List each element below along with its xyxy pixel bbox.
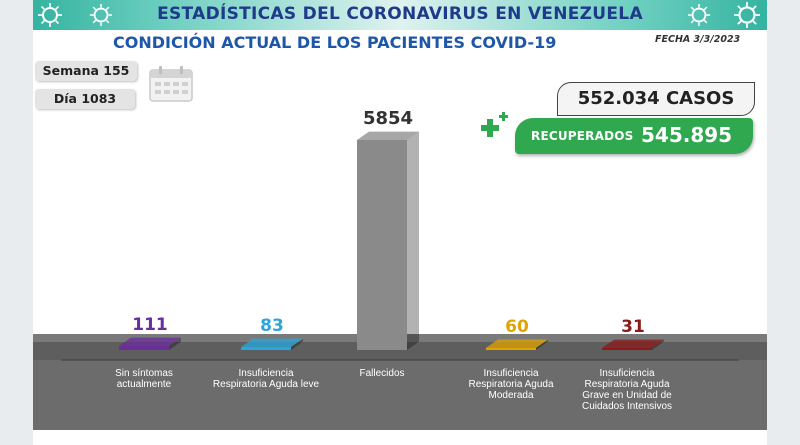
label-panel: [33, 360, 767, 430]
day-counter: Día 1083: [35, 89, 135, 109]
bar-top: [357, 131, 419, 140]
bar-value-label: 31: [621, 317, 645, 337]
report-date: FECHA 3/3/2023: [655, 34, 741, 45]
category-label: Fallecidos: [359, 368, 405, 379]
bar-front: [241, 347, 291, 350]
virus-icon: [89, 3, 113, 27]
week-counter: Semana 155: [35, 61, 137, 81]
bar-front: [357, 140, 407, 350]
bar-5: [602, 339, 664, 350]
bar-value-label: 60: [505, 317, 529, 337]
recovered-value: 545.895: [641, 123, 733, 147]
page-title: ESTADÍSTICAS DEL CORONAVIRUS EN VENEZUEL…: [157, 4, 643, 24]
bar-top: [119, 337, 181, 347]
bar-2: [241, 338, 303, 350]
bar-front: [602, 348, 652, 350]
bar-front: [119, 346, 169, 350]
plus-icon: [481, 112, 508, 137]
recovered-label: RECUPERADOS: [531, 129, 634, 143]
category-label: Insuficiencia Respiratoria Aguda leve: [212, 368, 320, 390]
bar-side: [536, 339, 548, 350]
virus-icon: [687, 3, 711, 27]
infographic-frame: ESTADÍSTICAS DEL CORONAVIRUS EN VENEZUEL…: [33, 0, 767, 445]
bar-1: [119, 337, 181, 350]
bar-value-label: 83: [260, 316, 284, 336]
total-cases: 552.034 CASOS: [557, 82, 755, 116]
bar-3: [357, 131, 419, 350]
chart-subtitle: CONDICIÓN ACTUAL DE LOS PACIENTES COVID-…: [113, 33, 557, 52]
bar-top: [486, 339, 548, 348]
bar-side: [407, 131, 419, 350]
category-label: Insuficiencia Respiratoria Aguda Grave e…: [581, 368, 673, 412]
title-banner: ESTADÍSTICAS DEL CORONAVIRUS EN VENEZUEL…: [33, 0, 767, 30]
category-label: Insuficiencia Respiratoria Aguda Moderad…: [468, 368, 554, 401]
bar-side: [169, 337, 181, 350]
category-label: Sin síntomas actualmente: [115, 368, 173, 390]
bar-4: [486, 339, 548, 350]
bar-side: [652, 339, 664, 350]
virus-icon: [734, 2, 760, 28]
bar-value-label: 111: [132, 315, 168, 335]
calendar-icon: [149, 66, 193, 102]
bar-top: [602, 339, 664, 348]
bar-value-label: 5854: [363, 108, 413, 129]
bar-chart: 111 83 5854 60 31: [33, 108, 767, 430]
bar-front: [486, 347, 536, 350]
virus-icon: [38, 3, 62, 27]
bar-top: [241, 338, 303, 348]
recovered-box: RECUPERADOS 545.895: [515, 118, 753, 154]
bar-side: [291, 338, 303, 350]
